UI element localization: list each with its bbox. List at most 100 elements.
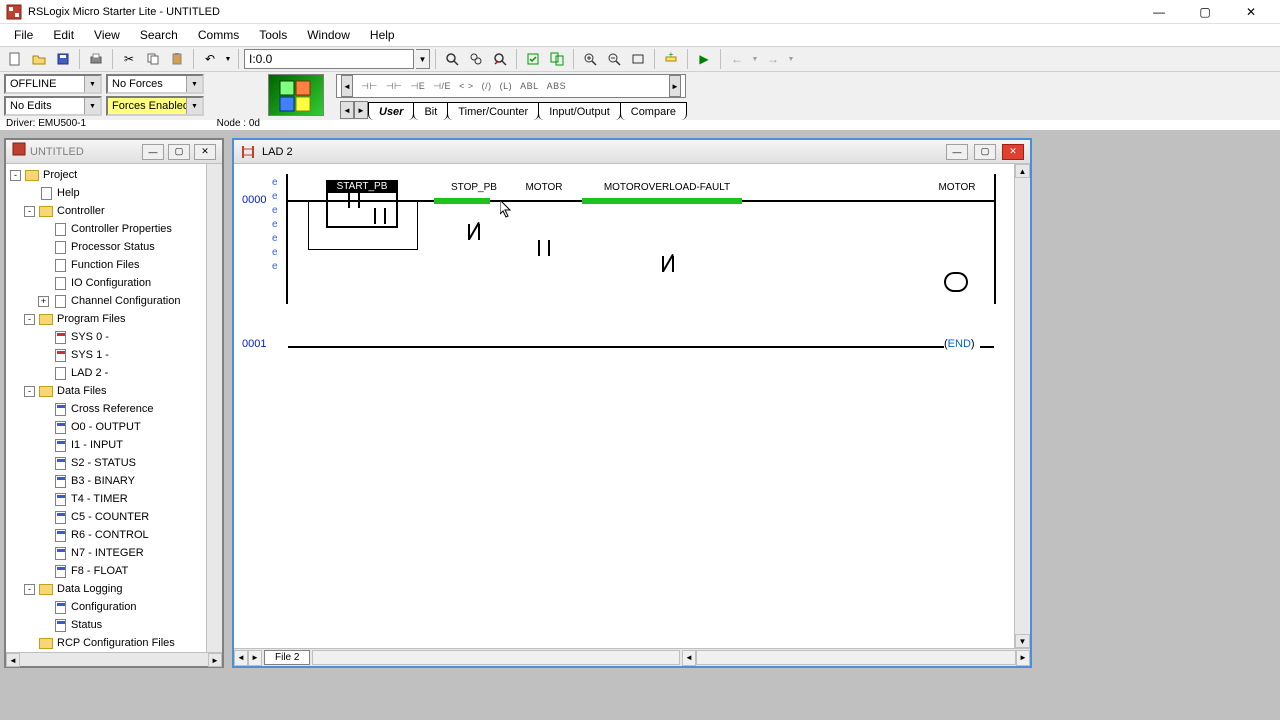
tree-node[interactable]: C5 - COUNTER [6, 508, 222, 526]
mode-combo[interactable]: OFFLINE▼ [4, 74, 102, 94]
ladder-vscroll[interactable]: ▲ ▼ [1014, 164, 1030, 648]
rung-0[interactable]: 0000 eeeeeee START_PB STOP_PB [234, 172, 1014, 262]
tree-minimize-button[interactable]: — [142, 144, 164, 160]
ladder-minimize-button[interactable]: — [946, 144, 968, 160]
tree-node[interactable]: SYS 0 - [6, 328, 222, 346]
tree-node[interactable]: S2 - STATUS [6, 454, 222, 472]
tree-node[interactable]: -Project [6, 166, 222, 184]
tree-node[interactable]: R6 - CONTROL [6, 526, 222, 544]
palette-abs-icon[interactable]: ABS [547, 81, 567, 91]
menu-comms[interactable]: Comms [188, 26, 249, 44]
tree-node[interactable]: -Data Logging [6, 580, 222, 598]
palette-rung-icon[interactable]: ⊣⊢ [361, 81, 378, 92]
tree-expander[interactable]: + [38, 296, 49, 307]
forces-combo[interactable]: No Forces▼ [106, 74, 204, 94]
edits-combo[interactable]: No Edits▼ [4, 96, 102, 116]
address-input[interactable] [244, 49, 414, 69]
close-button[interactable]: ✕ [1228, 0, 1274, 24]
tree-expander[interactable]: - [24, 584, 35, 595]
ladder-hscroll-right[interactable]: ► [1016, 650, 1030, 666]
run-button[interactable]: ▶ [693, 48, 715, 70]
undo-dropdown[interactable]: ▼ [223, 48, 233, 70]
palette-otl-icon[interactable]: (L) [500, 81, 513, 91]
verify-rung-button[interactable] [522, 48, 544, 70]
tree-node[interactable]: I1 - INPUT [6, 436, 222, 454]
file-tab-nav-left[interactable]: ◄ [234, 650, 248, 666]
ladder-body[interactable]: 0000 eeeeeee START_PB STOP_PB [234, 164, 1014, 648]
tab-timer[interactable]: Timer/Counter [447, 102, 539, 120]
nav-fwd-button[interactable]: → [762, 48, 784, 70]
open-button[interactable] [28, 48, 50, 70]
find-button[interactable] [441, 48, 463, 70]
print-button[interactable] [85, 48, 107, 70]
cut-button[interactable]: ✂ [118, 48, 140, 70]
nav-fwd-dropdown[interactable]: ▼ [786, 48, 796, 70]
ladder-vscroll-down[interactable]: ▼ [1015, 634, 1030, 648]
find-prev-button[interactable] [489, 48, 511, 70]
tree-node[interactable]: IO Configuration [6, 274, 222, 292]
tree-node[interactable]: -Controller [6, 202, 222, 220]
rung-0-branch[interactable] [308, 202, 418, 250]
palette-ote-icon[interactable]: < > [459, 81, 474, 91]
menu-help[interactable]: Help [360, 26, 405, 44]
xio-stop-pb[interactable] [462, 224, 486, 240]
tree-node[interactable]: -Data Files [6, 382, 222, 400]
xic-motor[interactable] [532, 240, 556, 256]
verify-project-button[interactable] [546, 48, 568, 70]
menu-search[interactable]: Search [130, 26, 188, 44]
palette-nav-left[interactable]: ◄ [341, 75, 353, 97]
paste-button[interactable] [166, 48, 188, 70]
minimize-button[interactable]: — [1136, 0, 1182, 24]
tree-close-button[interactable]: ✕ [194, 144, 216, 160]
palette-abl-icon[interactable]: ABL [520, 81, 539, 91]
rung-1[interactable]: 0001 (END) [234, 318, 1014, 358]
tree-maximize-button[interactable]: ▢ [168, 144, 190, 160]
tab-compare[interactable]: Compare [620, 102, 687, 120]
tree-node[interactable]: +Channel Configuration [6, 292, 222, 310]
menu-edit[interactable]: Edit [43, 26, 84, 44]
tab-io[interactable]: Input/Output [538, 102, 621, 120]
menu-window[interactable]: Window [297, 26, 360, 44]
ladder-close-button[interactable]: ✕ [1002, 144, 1024, 160]
tree-expander[interactable]: - [24, 206, 35, 217]
tree-vscroll[interactable] [206, 164, 222, 652]
tree-hscroll-left[interactable]: ◄ [6, 653, 20, 667]
new-button[interactable] [4, 48, 26, 70]
nav-back-button[interactable]: ← [726, 48, 748, 70]
ladder-hscroll-track-2[interactable] [696, 650, 1016, 665]
tree-hscroll[interactable]: ◄ ► [6, 652, 222, 666]
undo-button[interactable]: ↶ [199, 48, 221, 70]
menu-file[interactable]: File [4, 26, 43, 44]
tree-expander[interactable]: - [10, 170, 21, 181]
copy-button[interactable] [142, 48, 164, 70]
ladder-vscroll-up[interactable]: ▲ [1015, 164, 1030, 178]
tree-node[interactable]: -Program Files [6, 310, 222, 328]
project-tree[interactable]: -ProjectHelp-ControllerController Proper… [6, 164, 222, 652]
zoom-out-button[interactable] [603, 48, 625, 70]
forces-enabled-combo[interactable]: Forces Enabled▼ [106, 96, 204, 116]
tree-node[interactable]: Configuration [6, 598, 222, 616]
tree-node[interactable]: Controller Properties [6, 220, 222, 238]
maximize-button[interactable]: ▢ [1182, 0, 1228, 24]
tree-hscroll-right[interactable]: ► [208, 653, 222, 667]
ote-motor[interactable] [942, 272, 970, 288]
tabs-nav-left[interactable]: ◄ [340, 101, 354, 119]
tree-node[interactable]: O0 - OUTPUT [6, 418, 222, 436]
palette-otu-icon[interactable]: (/) [482, 81, 492, 91]
find-next-button[interactable] [465, 48, 487, 70]
tree-node[interactable]: RCP Configuration Files [6, 634, 222, 652]
tab-user[interactable]: User [368, 102, 414, 120]
xio-overload[interactable] [656, 256, 680, 272]
tree-node[interactable]: F8 - FLOAT [6, 562, 222, 580]
ladder-maximize-button[interactable]: ▢ [974, 144, 996, 160]
palette-nav-right[interactable]: ► [669, 75, 681, 97]
tab-bit[interactable]: Bit [413, 102, 448, 120]
file-tab-nav-right[interactable]: ► [248, 650, 262, 666]
tree-node[interactable]: Function Files [6, 256, 222, 274]
tree-node[interactable]: SYS 1 - [6, 346, 222, 364]
ladder-hscroll-left[interactable]: ◄ [682, 650, 696, 666]
palette-branch-icon[interactable]: ⊣⊢ [386, 81, 403, 92]
tree-node[interactable]: T4 - TIMER [6, 490, 222, 508]
menu-view[interactable]: View [84, 26, 130, 44]
tree-node[interactable]: Status [6, 616, 222, 634]
